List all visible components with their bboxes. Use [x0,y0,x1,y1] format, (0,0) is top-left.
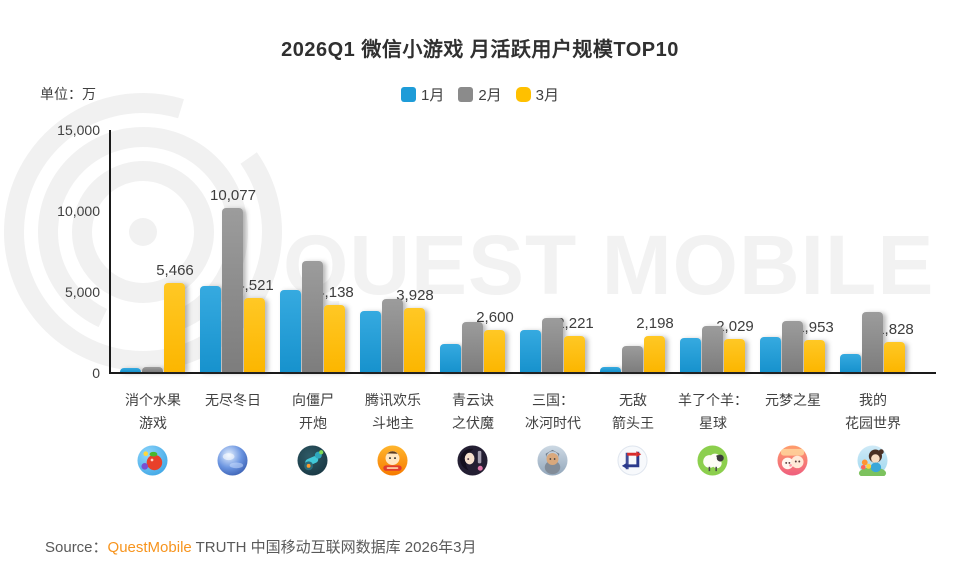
value-label: 2,029 [716,318,754,335]
arrow-maze-icon [617,445,648,476]
warrior-icon [537,445,568,476]
chart-legend: 1月 2月 3月 [0,84,960,105]
bar-jan [120,368,141,372]
bar-group [840,130,906,372]
bar-jan [520,330,541,372]
bar-mar [484,330,505,372]
bar-mar [164,283,185,372]
y-tick-5000: 5,000 [64,284,100,300]
value-label: 1,953 [796,319,834,336]
page-title: 2026Q1 微信小游戏 月活跃用户规模TOP10 [281,39,679,61]
legend-label-3: 3月 [535,87,560,104]
x-axis-line [109,372,936,374]
bar-feb [862,312,883,372]
bar-mar [804,340,825,372]
bar-mar [884,342,905,372]
bar-feb [302,261,323,372]
y-tick-10000: 10,000 [57,203,100,219]
game-name-label: 向僵尸 开炮 [292,392,334,431]
game-name-label: 羊了个羊： 星球 [678,392,748,431]
legend-swatch-3 [515,87,531,102]
bar-mar [404,308,425,372]
legend-swatch-1 [400,87,416,102]
bar-feb [702,326,723,372]
zombie-cannon-icon [297,445,328,476]
game-name-label: 无敌 箭头王 [612,392,654,431]
bar-group [200,130,266,372]
bar-feb [542,318,563,372]
party-stars-icon [777,445,808,476]
bar-mar [644,336,665,372]
value-label: 2,198 [636,315,674,332]
bar-group [440,130,506,372]
legend-swatch-2 [458,87,474,102]
game-name-label: 我的 花园世界 [845,392,901,431]
garden-girl-icon [857,445,888,479]
frozen-planet-icon [217,445,248,476]
source-line: Source：QuestMobile TRUTH 中国移动互联网数据库 2026… [45,536,477,557]
bar-group [680,130,746,372]
value-label: 4,138 [316,284,354,301]
bar-feb [382,299,403,372]
value-label: 3,928 [396,287,434,304]
legend-label-1: 1月 [420,87,445,104]
game-name-label: 消个水果 游戏 [125,392,181,431]
legend-item-2: 2月 [458,84,502,105]
game-name-label: 腾讯欢乐 斗地主 [365,392,421,431]
value-label: 5,466 [156,262,194,279]
doudizhu-icon [377,445,408,476]
bar-feb [222,208,243,372]
y-tick-0: 0 [92,365,100,381]
source-suffix: TRUTH 中国移动互联网数据库 2026年3月 [191,539,477,556]
bar-jan [440,344,461,372]
legend-item-3: 3月 [515,84,560,105]
bar-group [520,130,586,372]
bar-group [120,130,186,372]
y-tick-15000: 15,000 [57,122,100,138]
bar-feb [782,321,803,372]
bar-jan [840,354,861,372]
value-label: 2,221 [556,315,594,332]
bar-feb [622,346,643,372]
value-label: 4,521 [236,277,274,294]
source-brand: QuestMobile [107,539,192,556]
bar-group [360,130,426,372]
bar-feb [462,322,483,372]
fruit-game-icon [137,445,168,476]
value-label: 1,828 [876,321,914,338]
value-label: 10,077 [210,187,256,204]
bar-mar [724,339,745,372]
value-label: 2,600 [476,309,514,326]
bar-jan [680,338,701,372]
bar-group [760,130,826,372]
bar-feb [142,367,163,372]
game-name-label: 元梦之星 [765,392,821,408]
bar-mar [564,336,585,372]
bar-mar [324,305,345,372]
bar-group [280,130,346,372]
legend-label-2: 2月 [478,87,502,104]
legend-item-1: 1月 [400,84,445,105]
bar-mar [244,298,265,372]
source-prefix: Source： [45,539,108,556]
sheep-icon [697,445,728,476]
bar-jan [280,290,301,372]
anime-girl-icon [457,445,488,476]
bar-jan [200,286,221,372]
game-name-label: 青云诀 之伏魔 [452,392,494,431]
game-name-label: 无尽冬日 [205,392,261,408]
bar-jan [760,337,781,372]
y-axis-line [109,130,111,374]
bar-jan [600,367,621,372]
bar-group [600,130,666,372]
bar-jan [360,311,381,372]
game-name-label: 三国： 冰河时代 [525,392,581,431]
